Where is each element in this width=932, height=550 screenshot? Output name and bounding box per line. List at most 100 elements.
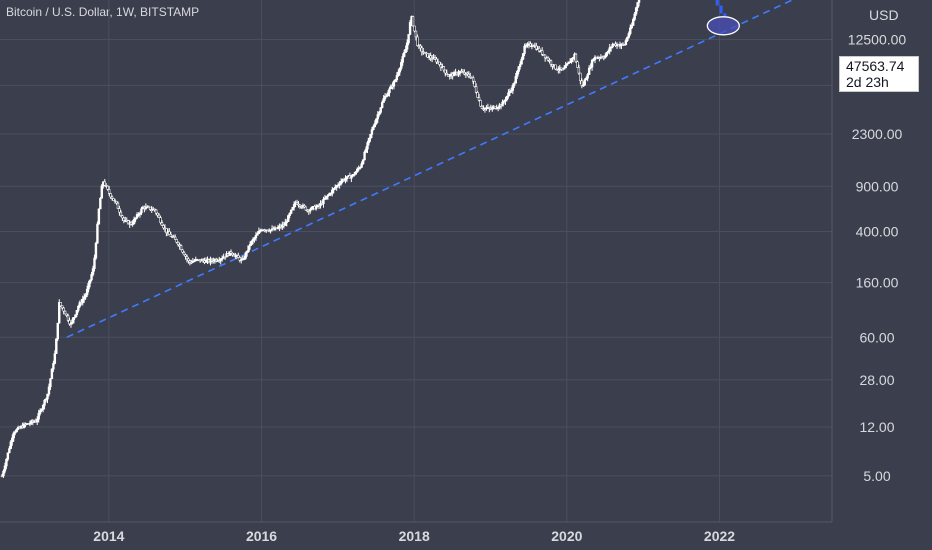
- candle-body: [284, 222, 287, 226]
- candle-body: [491, 107, 494, 110]
- candle-body: [248, 244, 252, 247]
- candle-body: [426, 53, 429, 58]
- candle-body: [540, 50, 544, 55]
- candle-body: [96, 223, 99, 244]
- candle-body: [210, 259, 214, 261]
- candle-body: [43, 399, 46, 406]
- candle-body: [179, 245, 183, 251]
- candle-body: [488, 107, 491, 109]
- candle-body: [561, 68, 564, 71]
- candle-body: [592, 59, 595, 61]
- candle-body: [68, 320, 71, 325]
- trendline-layer: [66, 0, 795, 339]
- candle-body: [565, 63, 569, 66]
- candles-layer: [0, 0, 641, 478]
- candle-body: [397, 71, 400, 76]
- candle-body: [113, 200, 117, 202]
- candle-body: [247, 245, 250, 252]
- candle-body: [510, 90, 513, 92]
- candle-body: [469, 75, 472, 78]
- candle-body: [88, 279, 92, 284]
- candle-body: [383, 95, 387, 99]
- candle-body: [535, 45, 538, 50]
- candle-body: [55, 338, 58, 354]
- candle-body: [65, 313, 68, 316]
- candle-body: [590, 59, 594, 68]
- candle-body: [109, 193, 112, 198]
- candle-body: [496, 107, 500, 109]
- candle-body: [354, 171, 357, 175]
- candle-body: [467, 73, 470, 77]
- candle-body: [132, 219, 136, 224]
- candle-body: [502, 100, 506, 103]
- candle-body: [385, 95, 388, 98]
- candle-body: [140, 208, 143, 214]
- candle-body: [60, 305, 64, 309]
- candle-body: [636, 2, 639, 8]
- projection-layer: [715, 0, 727, 17]
- candle-body: [505, 95, 509, 100]
- candle-body: [618, 44, 622, 47]
- candle-body: [41, 405, 45, 410]
- candle-body: [358, 167, 362, 169]
- candle-body: [474, 86, 478, 93]
- candle-body: [335, 185, 338, 188]
- candle-body: [162, 225, 165, 229]
- candle-body: [407, 34, 410, 44]
- candle-body: [310, 206, 313, 210]
- candle-body: [554, 64, 557, 70]
- candle-body: [74, 314, 77, 318]
- candle-body: [513, 82, 516, 86]
- candle-body: [28, 422, 32, 425]
- candle-body: [219, 258, 222, 261]
- candle-body: [576, 61, 579, 68]
- candle-body: [53, 353, 57, 364]
- candle-body: [237, 255, 240, 258]
- candle-body: [52, 363, 55, 370]
- last-price-value: 47563.74: [846, 58, 905, 74]
- candle-body: [604, 55, 607, 58]
- candle-body: [49, 378, 52, 388]
- candle-body: [231, 253, 234, 256]
- y-axis-unit: USD: [869, 7, 899, 23]
- candle-body: [163, 227, 167, 230]
- projection-bar: [723, 13, 727, 17]
- candle-body: [389, 85, 393, 90]
- candle-body: [138, 212, 142, 215]
- candle-body: [378, 112, 381, 115]
- candle-body: [520, 58, 523, 65]
- candle-body: [119, 211, 123, 217]
- candle-body: [549, 60, 553, 65]
- candle-body: [326, 195, 330, 197]
- candle-body: [364, 148, 368, 153]
- candle-body: [425, 52, 428, 55]
- candle-body: [62, 307, 65, 312]
- candle-body: [115, 201, 118, 204]
- candle-body: [228, 251, 231, 256]
- candle-body: [523, 45, 526, 54]
- candle-body: [121, 215, 124, 219]
- candle-body: [309, 209, 312, 212]
- candle-body: [448, 74, 451, 77]
- annotation-layer: [706, 16, 740, 36]
- y-tick-label: 28.00: [859, 372, 894, 388]
- candle-body: [479, 100, 482, 107]
- candle-body: [344, 178, 347, 181]
- candle-body: [395, 75, 399, 81]
- candle-body: [392, 81, 396, 87]
- candle-body: [403, 52, 406, 57]
- candle-body: [529, 43, 532, 47]
- candle-body: [40, 409, 43, 411]
- candle-body: [334, 187, 337, 189]
- candle-body: [325, 196, 328, 199]
- candle-body: [304, 206, 308, 211]
- candle-body: [445, 72, 448, 75]
- candle-body: [471, 77, 475, 82]
- candle-body: [369, 134, 372, 139]
- candle-body: [494, 106, 497, 109]
- candle-body: [188, 260, 192, 263]
- candle-body: [514, 76, 517, 84]
- candle-body: [14, 431, 17, 434]
- candle-body: [34, 421, 37, 423]
